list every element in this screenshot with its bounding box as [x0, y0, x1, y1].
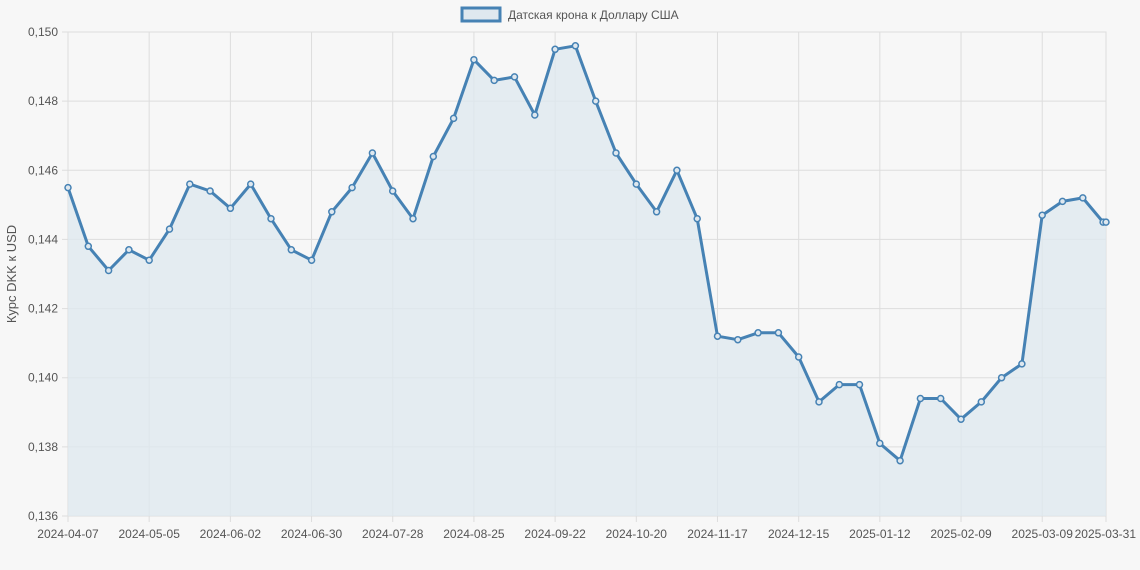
x-tick-label: 2025-02-09 [930, 527, 992, 541]
y-tick-label: 0,146 [28, 163, 58, 177]
x-tick-label: 2024-11-17 [687, 527, 748, 541]
data-point[interactable] [307, 256, 316, 264]
x-tick-label: 2025-03-09 [1012, 527, 1074, 541]
data-point[interactable] [591, 97, 600, 105]
data-point[interactable] [429, 152, 438, 161]
y-tick-label: 0,142 [28, 302, 58, 316]
x-axis-ticks: 2024-04-07 2024-05-05 2024-06-02 2024-06-30… [37, 527, 1136, 541]
data-point[interactable] [104, 266, 113, 275]
x-tick-label: 2024-09-22 [524, 527, 586, 541]
data-point[interactable] [125, 246, 133, 254]
data-point[interactable] [510, 73, 519, 81]
data-point[interactable] [754, 329, 762, 337]
x-tick-label: 2024-08-25 [443, 527, 505, 541]
data-point[interactable] [388, 187, 397, 195]
data-point[interactable] [774, 329, 783, 337]
data-point[interactable] [531, 111, 539, 119]
series-area-fill [68, 45, 1106, 517]
data-point[interactable] [186, 180, 194, 188]
data-point[interactable] [815, 398, 823, 406]
data-point[interactable] [348, 183, 356, 192]
data-point[interactable] [328, 208, 336, 216]
data-point[interactable] [490, 76, 498, 85]
data-point[interactable] [997, 373, 1006, 382]
y-tick-label: 0,150 [28, 25, 58, 39]
data-point[interactable] [571, 42, 580, 50]
data-point[interactable] [470, 55, 478, 64]
x-tick-label: 2025-01-12 [849, 527, 911, 541]
area-layer [66, 44, 1106, 517]
data-point[interactable] [267, 214, 275, 223]
x-tick-label: 2025-03-31 [1075, 527, 1137, 541]
data-point[interactable] [977, 398, 986, 406]
x-tick-label: 2024-10-20 [606, 527, 668, 541]
data-point[interactable] [936, 394, 945, 403]
data-point[interactable] [165, 225, 174, 233]
y-axis-ticks: 0,136 0,138 0,140 0,142 0,144 0,146 0,148 0,150 [28, 25, 58, 523]
data-point[interactable] [1079, 194, 1087, 202]
points-layer [64, 42, 1110, 465]
data-point[interactable] [409, 214, 417, 223]
data-point[interactable] [957, 415, 965, 423]
data-point[interactable] [1058, 197, 1067, 206]
data-point[interactable] [713, 332, 722, 340]
y-axis-title: Курс DKK к USD [4, 225, 19, 323]
y-tick-label: 0,136 [28, 509, 58, 523]
data-point[interactable] [896, 456, 904, 465]
data-point[interactable] [876, 439, 884, 448]
data-point[interactable] [835, 380, 844, 389]
legend[interactable]: Датская крона к Доллару США [460, 6, 679, 23]
x-tick-label: 2024-05-05 [118, 527, 180, 541]
data-point[interactable] [84, 242, 93, 251]
data-point[interactable] [632, 180, 641, 188]
data-point[interactable] [794, 353, 803, 361]
y-tick-label: 0,148 [28, 94, 58, 108]
y-tick-label: 0,144 [28, 232, 58, 246]
data-point[interactable] [145, 256, 153, 264]
x-tick-label: 2024-07-28 [362, 527, 424, 541]
legend-label: Датская крона к Доллару США [508, 8, 679, 22]
legend-swatch [460, 6, 502, 23]
x-tick-label: 2024-04-07 [37, 527, 99, 541]
data-point[interactable] [368, 149, 377, 157]
data-point[interactable] [693, 214, 701, 223]
data-point[interactable] [551, 45, 559, 54]
data-point[interactable] [855, 380, 864, 389]
data-point[interactable] [916, 394, 925, 403]
data-point[interactable] [226, 204, 235, 213]
data-point[interactable] [734, 335, 742, 344]
data-point[interactable] [1018, 360, 1026, 368]
data-point[interactable] [673, 166, 681, 175]
data-point[interactable] [287, 246, 296, 254]
data-point[interactable] [64, 183, 72, 192]
x-tick-label: 2024-06-30 [281, 527, 343, 541]
data-point[interactable] [246, 180, 255, 188]
data-point[interactable] [612, 149, 620, 157]
data-point[interactable] [652, 208, 661, 216]
data-point[interactable] [1102, 218, 1110, 226]
data-point[interactable] [449, 114, 458, 123]
data-point[interactable] [1038, 211, 1046, 219]
data-point[interactable] [206, 187, 214, 195]
x-tick-label: 2024-12-15 [768, 527, 830, 541]
x-tick-label: 2024-06-02 [200, 527, 262, 541]
y-tick-label: 0,138 [28, 440, 58, 454]
y-tick-label: 0,140 [28, 371, 58, 385]
